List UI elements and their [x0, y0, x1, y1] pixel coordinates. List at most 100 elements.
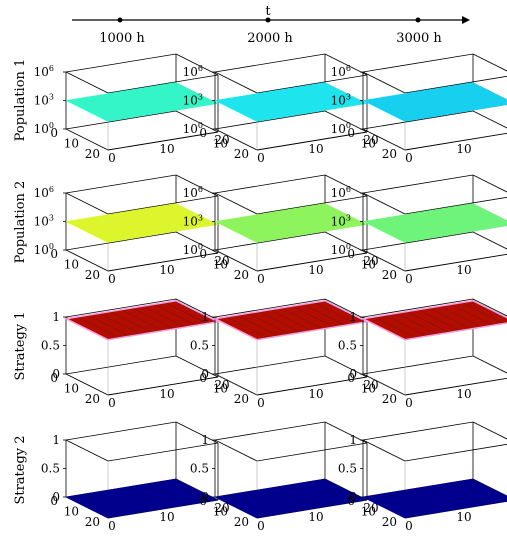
y-tick-label: 20: [85, 515, 100, 529]
x-axis-line: [404, 253, 507, 272]
y-tick-label: 20: [234, 392, 249, 406]
surface-gridline: [247, 313, 291, 335]
surface-gridline: [153, 304, 197, 326]
row-label-strategy-2: Strategy 2: [13, 435, 28, 504]
panel-box-edge: [214, 439, 258, 462]
surface-gridline: [439, 305, 483, 328]
timeline-tick-dot: [415, 17, 421, 23]
surface-plane: [65, 203, 219, 243]
surface-plane: [362, 478, 507, 519]
y-tick-label: 10: [361, 137, 376, 151]
surface-plane: [65, 478, 219, 519]
surface-rim: [63, 299, 221, 341]
z-tick-label: 1: [52, 310, 60, 324]
y-axis-line: [362, 373, 406, 396]
y-tick-label: 20: [234, 147, 249, 161]
x-tick-label: 10: [308, 387, 323, 401]
y-tick-label: 20: [382, 147, 397, 161]
panel-box-edge: [214, 53, 326, 73]
x-tick-label: 0: [405, 272, 413, 286]
x-tick-label: 10: [456, 387, 471, 401]
x-tick-label: 10: [456, 510, 471, 524]
panel-box-edge: [362, 192, 406, 215]
panel-box-edge: [65, 421, 177, 441]
surface-gridline: [461, 302, 505, 324]
z-tick-label: 106: [34, 185, 54, 200]
panel-box-edge: [175, 174, 219, 197]
panel-box-edge: [362, 71, 406, 94]
x-tick-label: 20: [214, 501, 229, 515]
y-tick-label: 10: [361, 258, 376, 272]
surface-gridline: [395, 313, 439, 335]
z-tick-label: 106: [183, 185, 203, 200]
surface-gridline: [142, 305, 186, 328]
y-axis-line: [362, 128, 406, 151]
x-tick-label: 0: [108, 272, 116, 286]
y-axis-line: [65, 373, 109, 396]
y-tick-label: 10: [64, 382, 79, 396]
surface-gridline: [131, 307, 175, 330]
x-tick-label: 10: [308, 263, 323, 277]
x-axis-line: [107, 131, 219, 151]
panel-box-edge: [175, 355, 219, 378]
x-tick-label: 10: [308, 142, 323, 156]
x-tick-label: 0: [405, 151, 413, 165]
panel-box-edge: [324, 53, 368, 76]
z-tick-exponent: 0: [198, 242, 203, 251]
timeline-tick-label: 3000 h: [396, 31, 442, 46]
x-tick-label: 0: [108, 519, 116, 533]
x-tick-label: 10: [159, 142, 174, 156]
panel-box-edge: [362, 53, 474, 73]
x-tick-label: 20: [214, 378, 229, 392]
surface-gridline: [225, 316, 269, 339]
z-tick-exponent: 3: [198, 214, 203, 223]
panel-box-edge: [256, 195, 368, 215]
panel-box-edge: [362, 298, 474, 318]
panel-box-edge: [65, 192, 109, 215]
z-tick-exponent: 6: [198, 64, 203, 73]
panel-box-edge: [175, 298, 219, 321]
z-tick-exponent: 3: [49, 214, 54, 223]
row-label-population-2: Population 2: [13, 181, 28, 264]
y-tick-label: 10: [64, 505, 79, 519]
x-axis-line: [256, 376, 368, 396]
row-label-strategy-1: Strategy 1: [13, 311, 28, 380]
x-tick-label: 10: [159, 387, 174, 401]
surface-texture: [225, 302, 357, 339]
panel-box-edge: [214, 110, 326, 130]
x-tick-label: 0: [257, 151, 265, 165]
z-tick-exponent: 6: [49, 64, 54, 73]
panel-box-edge: [214, 298, 326, 318]
z-tick-label: 0.5: [41, 339, 60, 353]
z-tick-label: 0: [349, 490, 357, 504]
panel-box-edge: [324, 110, 368, 133]
surface-gridline: [384, 314, 428, 337]
y-axis-line: [362, 249, 406, 272]
z-tick-label: 1: [349, 310, 357, 324]
z-tick-exponent: 3: [346, 214, 351, 223]
surface-gridline: [373, 316, 417, 339]
panel-box-edge: [65, 298, 177, 318]
surface-gridline: [236, 314, 280, 337]
surface-plane: [65, 82, 219, 122]
y-tick-label: 0: [50, 247, 58, 261]
timeline: t 1000 h 2000 h 3000 h: [72, 4, 470, 46]
surface-rim: [360, 299, 507, 341]
x-axis-line: [256, 131, 368, 151]
z-tick-label: 0.5: [338, 462, 357, 476]
z-tick-label: 0.5: [190, 339, 209, 353]
y-axis-line: [65, 128, 109, 151]
panel-box-edge: [175, 53, 219, 76]
panel-box-edge: [472, 110, 507, 129]
surface-plane: [214, 82, 368, 122]
surface-plane: [214, 203, 368, 243]
surface-gridline: [164, 302, 208, 324]
surface-gridline: [406, 311, 450, 333]
panel-box-edge: [472, 231, 507, 250]
panel-box-edge: [362, 110, 474, 130]
y-tick-label: 0: [199, 126, 207, 140]
panel-box-edge: [214, 421, 326, 441]
panel-box-edge: [214, 192, 258, 215]
